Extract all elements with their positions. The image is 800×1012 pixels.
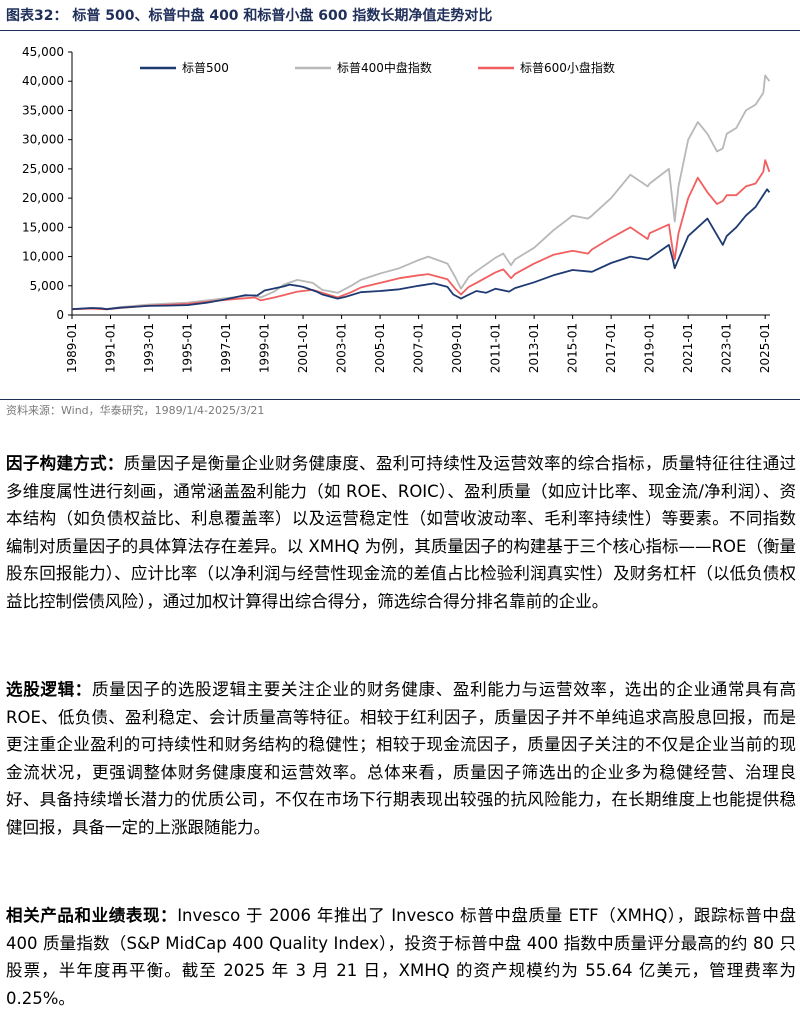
paragraph-factor-construction: 因子构建方式：质量因子是衡量企业财务健康度、盈利可持续性及运营效率的综合指标，质… (6, 450, 796, 616)
x-tick-label: 2007-01 (412, 323, 426, 373)
paragraph-selection-logic: 选股逻辑：质量因子的选股逻辑主要关注企业的财务健康、盈利能力与运营效率，选出的企… (6, 676, 796, 842)
series-line-2 (71, 159, 771, 311)
x-tick-label: 2015-01 (566, 323, 580, 373)
y-tick-label: 10,000 (22, 250, 64, 264)
x-tick-label: 2025-01 (758, 323, 772, 373)
y-tick-label: 5,000 (30, 279, 64, 293)
paragraph-heading: 选股逻辑： (6, 680, 92, 699)
x-tick-label: 2009-01 (450, 323, 464, 373)
x-tick-label: 2001-01 (296, 323, 310, 373)
x-tick-label: 1997-01 (219, 323, 233, 373)
paragraph-heading: 因子构建方式： (6, 454, 124, 473)
x-tick-label: 1991-01 (104, 323, 118, 373)
series-line-1 (71, 74, 771, 311)
source-rule (0, 399, 800, 400)
x-tick-label: 1989-01 (65, 323, 79, 373)
y-tick-label: 30,000 (22, 133, 64, 147)
y-tick-label: 35,000 (22, 103, 64, 117)
legend-label: 标普500 (182, 61, 229, 75)
x-tick-label: 1995-01 (181, 323, 195, 373)
title-rule (0, 30, 800, 31)
legend-label: 标普400中盘指数 (337, 60, 432, 75)
line-chart: 0 5,000 10,000 15,000 20,000 25,000 30,000 35,0… (22, 45, 772, 373)
x-tick-label: 2017-01 (604, 323, 618, 373)
paragraph-products-performance: 相关产品和业绩表现：Invesco 于 2006 年推出了 Invesco 标普… (6, 902, 796, 1012)
paragraph-body: 质量因子的选股逻辑主要关注企业的财务健康、盈利能力与运营效率，选出的企业通常具有… (6, 680, 797, 837)
y-tick-label: 0 (56, 308, 64, 322)
x-tick-label: 1993-01 (142, 323, 156, 373)
series-line-0 (71, 188, 771, 311)
figure-title: 图表32： 标普 500、标普中盘 400 和标普小盘 600 指数长期净值走势… (6, 8, 493, 24)
legend-label: 标普600小盘指数 (520, 60, 615, 75)
y-tick-label: 25,000 (22, 162, 64, 176)
x-tick-label: 2003-01 (335, 323, 349, 373)
x-tick-label: 2019-01 (643, 323, 657, 373)
y-tick-label: 45,000 (22, 45, 64, 59)
y-tick-label: 20,000 (22, 191, 64, 205)
x-tick-label: 2021-01 (681, 323, 695, 373)
paragraph-body: 质量因子是衡量企业财务健康度、盈利可持续性及运营效率的综合指标，质量特征往往通过… (6, 454, 797, 611)
source-note: 资料来源：Wind，华泰研究，1989/1/4-2025/3/21 (6, 404, 265, 417)
x-tick-label: 2023-01 (720, 323, 734, 373)
x-tick-label: 2013-01 (527, 323, 541, 373)
x-tick-label: 1999-01 (258, 323, 272, 373)
paragraph-heading: 相关产品和业绩表现： (6, 906, 178, 925)
x-tick-label: 2005-01 (373, 323, 387, 373)
y-tick-label: 40,000 (22, 74, 64, 88)
x-tick-label: 2011-01 (489, 323, 503, 373)
y-tick-label: 15,000 (22, 220, 64, 234)
paragraph-body: Invesco 于 2006 年推出了 Invesco 标普中盘质量 ETF（X… (6, 906, 797, 1008)
